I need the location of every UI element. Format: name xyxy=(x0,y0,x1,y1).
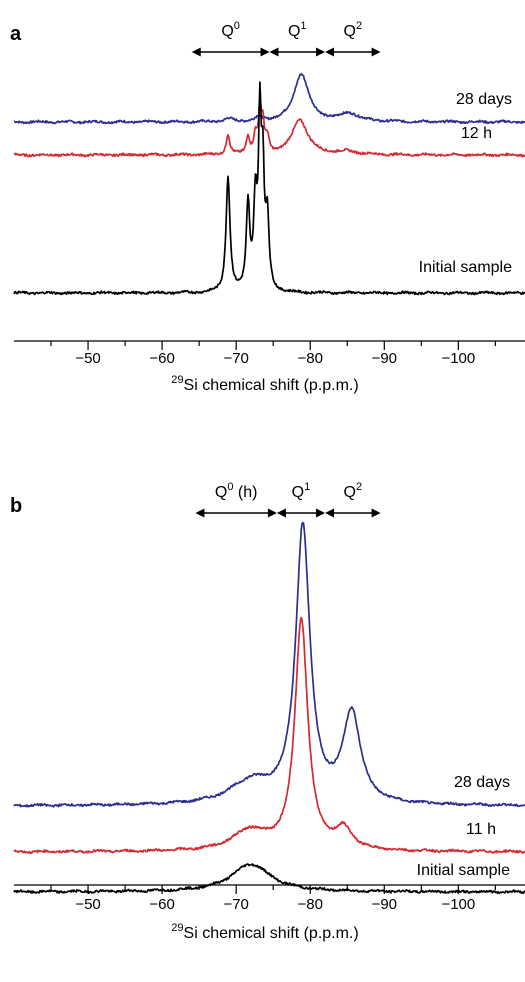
panel-b: b −50 −60 −70 −80 −90 −100 29Si chemical shift … xyxy=(10,481,525,942)
region-label-superscript: 0 xyxy=(227,481,233,493)
region-label-base: Q xyxy=(344,484,356,501)
region-q0-arrowhead-right xyxy=(260,47,270,57)
x-tick-label: −90 xyxy=(372,896,397,913)
region-q2-arrowhead-right xyxy=(371,508,381,518)
spectrum-line-28-days xyxy=(13,72,525,125)
x-tick-label: −70 xyxy=(223,350,248,367)
region-q1: Q1 xyxy=(269,20,326,57)
x-tick-label: −60 xyxy=(149,896,174,913)
spectrum-line-11-h xyxy=(13,616,525,855)
region-label-base: Q xyxy=(221,23,233,40)
x-tick-label: −90 xyxy=(372,350,397,367)
region-label: Q2 xyxy=(344,481,363,501)
region-q0: Q0 (h) xyxy=(195,481,277,518)
region-q2-arrowhead-left xyxy=(325,508,335,518)
region-label: Q2 xyxy=(344,20,363,40)
region-label: Q0 xyxy=(221,20,240,40)
x-axis-title: 29Si chemical shift (p.p.m.) xyxy=(171,374,358,394)
x-tick-label: −50 xyxy=(75,350,100,367)
x-tick-label: −70 xyxy=(223,896,248,913)
x-tick-label: −80 xyxy=(298,896,323,913)
region-label-base: Q xyxy=(344,23,356,40)
region-q1-arrowhead-right xyxy=(316,508,326,518)
x-tick-label: −60 xyxy=(149,350,174,367)
region-q2-arrowhead-left xyxy=(325,47,335,57)
region-q1-arrowhead-left xyxy=(276,508,286,518)
region-label-base: Q xyxy=(288,23,300,40)
region-label-superscript: 2 xyxy=(356,481,362,493)
series-label: 11 h xyxy=(466,821,496,838)
series-label: 28 days xyxy=(454,774,510,791)
spectrum-line-initial-sample xyxy=(13,81,525,296)
panel-letter: a xyxy=(10,23,22,45)
region-q1-arrowhead-left xyxy=(269,47,279,57)
x-tick-label: −100 xyxy=(441,896,475,913)
series-label: 28 days xyxy=(456,91,512,108)
x-tick-label: −80 xyxy=(298,350,323,367)
x-axis-title: 29Si chemical shift (p.p.m.) xyxy=(171,922,358,942)
spectrum-line-initial-sample xyxy=(13,863,525,895)
x-tick-label: −100 xyxy=(441,350,475,367)
x-axis-title-text: Si chemical shift (p.p.m.) xyxy=(184,377,359,394)
x-axis-title-superscript: 29 xyxy=(171,922,183,934)
region-q2: Q2 xyxy=(325,20,381,57)
region-q1-arrowhead-right xyxy=(316,47,326,57)
region-label: Q1 xyxy=(292,481,311,501)
panel-a: a −50 −60 −70 −80 −90 −100 29Si chemical shift … xyxy=(10,20,525,394)
region-label: Q0 (h) xyxy=(215,481,258,501)
region-label-base: Q xyxy=(215,484,227,501)
x-axis-title-text: Si chemical shift (p.p.m.) xyxy=(184,925,359,942)
region-q1: Q1 xyxy=(276,481,326,518)
x-axis-title-superscript: 29 xyxy=(171,374,183,386)
panel-letter: b xyxy=(10,495,22,517)
region-label-superscript: 1 xyxy=(304,481,310,493)
region-label-superscript: 2 xyxy=(356,20,362,32)
region-q2-arrowhead-right xyxy=(371,47,381,57)
x-tick-label: −50 xyxy=(75,896,100,913)
region-q0-arrowhead-left xyxy=(191,47,201,57)
spectrum-line-28-days xyxy=(13,521,525,808)
region-q0-arrowhead-right xyxy=(267,508,277,518)
region-label: Q1 xyxy=(288,20,307,40)
region-q0-arrowhead-left xyxy=(195,508,205,518)
spectrum-line-12-h xyxy=(13,97,525,158)
region-q0: Q0 xyxy=(191,20,270,57)
region-label-suffix: (h) xyxy=(233,484,257,501)
region-label-superscript: 0 xyxy=(234,20,240,32)
series-label: Initial sample xyxy=(417,862,510,879)
region-q2: Q2 xyxy=(325,481,381,518)
series-label: 12 h xyxy=(461,125,492,142)
region-label-superscript: 1 xyxy=(300,20,306,32)
region-label-base: Q xyxy=(292,484,304,501)
series-label: Initial sample xyxy=(419,259,512,276)
